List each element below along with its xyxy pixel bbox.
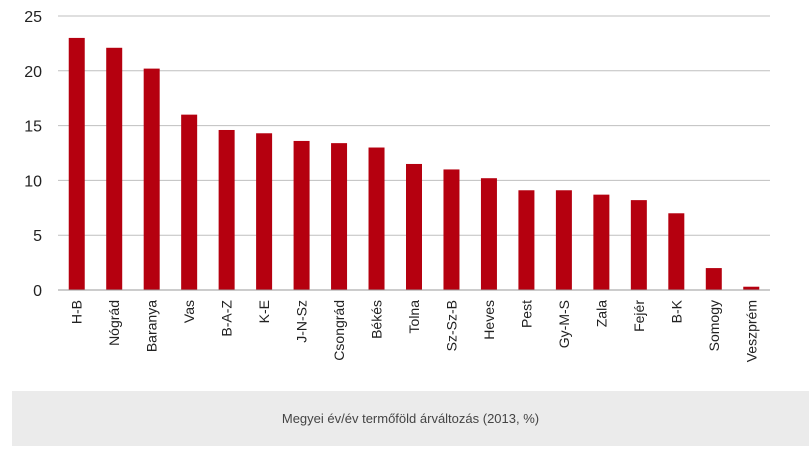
bar: [68, 37, 85, 290]
bar: [443, 169, 460, 290]
chart-caption: Megyei év/év termőföld árváltozás (2013,…: [281, 411, 540, 426]
x-tick-label: Fejér: [631, 300, 647, 332]
bar: [256, 133, 273, 290]
gridlines: [58, 15, 770, 236]
bar: [480, 178, 497, 290]
x-tick-label: Somogy: [706, 300, 722, 351]
bar: [518, 190, 535, 290]
bar: [293, 140, 310, 290]
bar: [705, 268, 722, 290]
x-tick-label: B-A-Z: [219, 300, 235, 337]
x-axis-ticks: H-B Nógrád Baranya Vas B-A-Z K-E J-N-Sz Csongrá…: [69, 299, 760, 362]
x-tick-label: Tolna: [406, 300, 422, 334]
y-tick-label: 15: [24, 119, 42, 136]
y-tick-label: 0: [33, 283, 42, 300]
bar: [143, 68, 160, 290]
bar: [368, 147, 385, 290]
bar: [555, 190, 572, 290]
x-tick-label: J-N-Sz: [294, 300, 310, 343]
bar: [668, 213, 685, 290]
x-tick-label: Csongrád: [331, 300, 347, 361]
y-tick-label: 25: [24, 9, 42, 26]
y-tick-label: 10: [24, 173, 42, 190]
x-tick-label: Pest: [518, 300, 534, 328]
chart-caption-box: Megyei év/év termőföld árváltozás (2013,…: [12, 391, 809, 446]
bar: [743, 286, 760, 290]
x-tick-label: Vas: [181, 300, 197, 323]
bar: [630, 200, 647, 290]
y-tick-label: 5: [33, 228, 42, 245]
bar: [106, 47, 123, 291]
x-tick-label: Zala: [593, 300, 609, 327]
bar-chart: 0 5 10 15 20 25 H-B Nógrád Baranya Vas B-A-Z K-E J-…: [24, 9, 770, 362]
bars: [68, 37, 760, 291]
bar: [593, 194, 610, 290]
bar: [218, 129, 235, 290]
y-tick-label: 20: [24, 64, 42, 81]
x-tick-label: Veszprém: [743, 300, 759, 362]
x-tick-label: Nógrád: [106, 300, 122, 346]
bar: [331, 143, 348, 290]
x-tick-label: Heves: [481, 300, 497, 340]
x-tick-label: B-K: [668, 299, 684, 323]
bar: [181, 114, 198, 290]
x-tick-label: Sz-Sz-B: [443, 300, 459, 351]
x-tick-label: K-E: [256, 300, 272, 323]
y-axis-ticks: 0 5 10 15 20 25: [24, 9, 42, 300]
x-tick-label: H-B: [69, 300, 85, 324]
x-tick-label: Békés: [369, 300, 385, 339]
x-tick-label: Baranya: [144, 300, 160, 352]
x-tick-label: Gy-M-S: [556, 300, 572, 348]
bar: [406, 163, 422, 290]
